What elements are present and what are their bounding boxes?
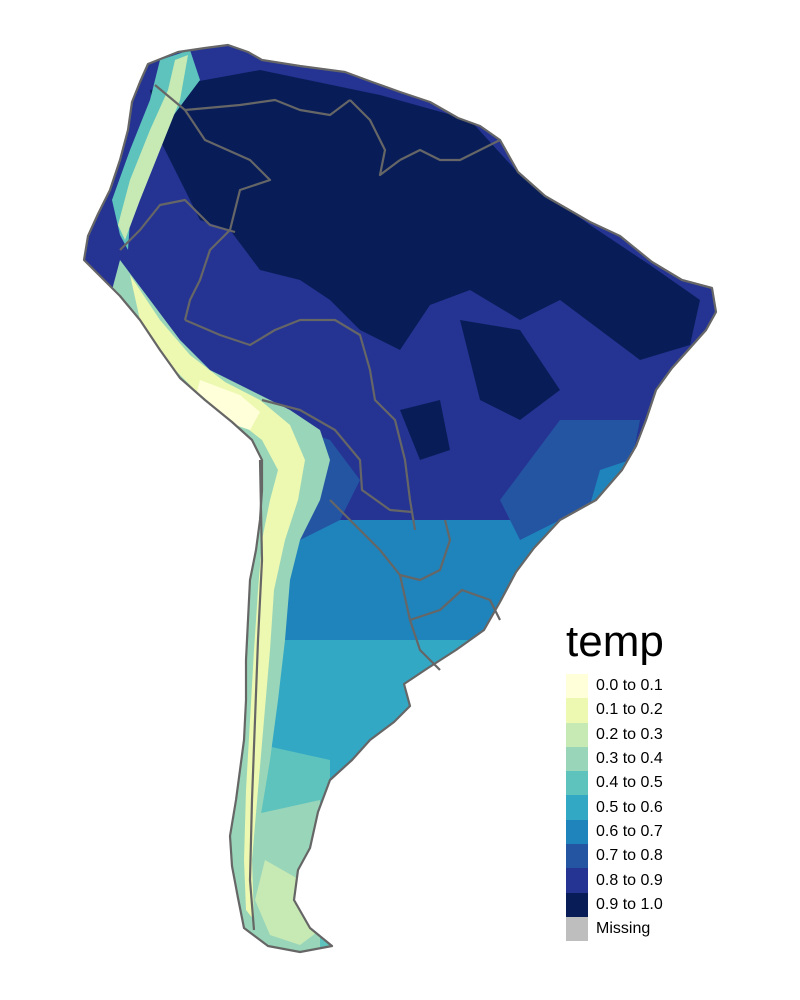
legend-swatch — [566, 795, 588, 820]
legend-label: 0.9 to 1.0 — [596, 895, 663, 913]
legend-label: Missing — [596, 920, 651, 938]
legend-label: 0.0 to 0.1 — [596, 677, 663, 695]
legend-label: 0.1 to 0.2 — [596, 701, 663, 719]
legend-title: temp — [566, 617, 664, 666]
legend-swatch — [566, 844, 588, 869]
legend-rows: 0.0 to 0.1 0.1 to 0.2 0.2 to 0.3 0.3 to 0.4… — [566, 674, 664, 942]
legend-swatch — [566, 771, 588, 796]
legend-swatch — [566, 722, 588, 747]
legend-item: Missing — [566, 916, 664, 942]
legend-swatch — [566, 819, 588, 845]
legend-item: 0.4 to 0.5 — [566, 771, 664, 796]
country-borders — [82, 43, 718, 954]
legend-item: 0.8 to 0.9 — [566, 868, 664, 893]
legend-swatch — [566, 674, 588, 699]
legend-label: 0.3 to 0.4 — [596, 750, 663, 768]
legend-label: 0.6 to 0.7 — [596, 822, 663, 840]
map-legend: temp 0.0 to 0.1 0.1 to 0.2 0.2 to 0.3 0.3 t… — [566, 617, 664, 942]
legend-swatch — [566, 698, 588, 723]
legend-swatch — [566, 868, 588, 893]
legend-label: 0.5 to 0.6 — [596, 798, 663, 816]
legend-label: 0.8 to 0.9 — [596, 871, 663, 889]
legend-item: 0.3 to 0.4 — [566, 746, 664, 772]
legend-label: 0.4 to 0.5 — [596, 774, 663, 792]
legend-swatch — [566, 892, 588, 917]
legend-swatch — [566, 746, 588, 772]
legend-item: 0.7 to 0.8 — [566, 844, 664, 869]
legend-item: 0.1 to 0.2 — [566, 698, 664, 723]
legend-item: 0.6 to 0.7 — [566, 819, 664, 845]
legend-item: 0.2 to 0.3 — [566, 722, 664, 747]
legend-item: 0.0 to 0.1 — [566, 674, 664, 699]
legend-swatch — [566, 916, 588, 942]
legend-item: 0.5 to 0.6 — [566, 795, 664, 820]
legend-label: 0.7 to 0.8 — [596, 847, 663, 865]
legend-item: 0.9 to 1.0 — [566, 892, 664, 917]
legend-label: 0.2 to 0.3 — [596, 725, 663, 743]
